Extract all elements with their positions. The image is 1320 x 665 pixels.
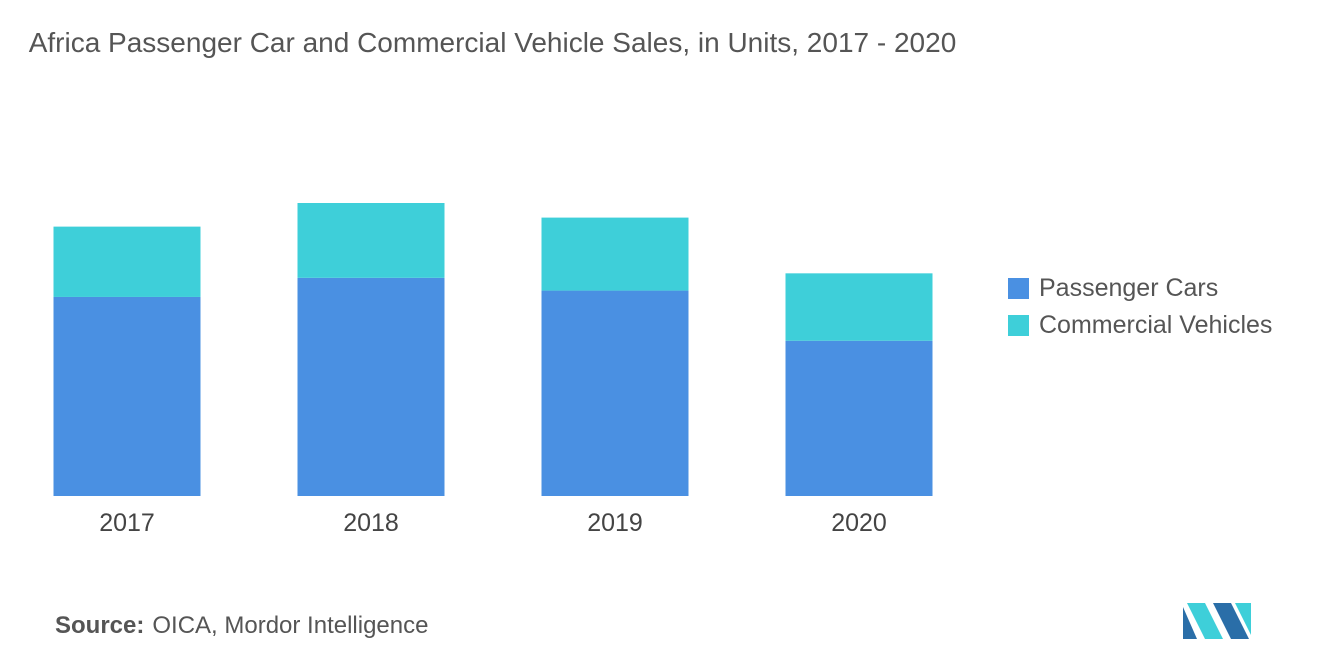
bar-2020-passenger-cars (785, 340, 933, 496)
x-tick-label-2020: 2020 (831, 509, 887, 537)
source-text: OICA, Mordor Intelligence (152, 612, 429, 639)
bar-2017-passenger-cars (53, 296, 201, 496)
legend: Passenger Cars Commercial Vehicles (1008, 270, 1272, 344)
bar-2019-passenger-cars (541, 290, 689, 496)
x-axis-ticks: 2017 2018 2019 2020 (99, 509, 887, 537)
mordor-intelligence-logo-icon (1183, 603, 1251, 639)
legend-swatch-commercial-vehicles (1008, 315, 1029, 336)
bar-2017-commercial-vehicles (53, 226, 201, 297)
x-tick-label-2019: 2019 (587, 509, 643, 537)
bar-2018-passenger-cars (297, 277, 445, 496)
bar-2019-commercial-vehicles (541, 217, 689, 291)
legend-item-passenger-cars: Passenger Cars (1008, 270, 1272, 307)
legend-label-commercial-vehicles: Commercial Vehicles (1039, 311, 1273, 339)
source-note: Source: OICA, Mordor Intelligence (55, 612, 428, 640)
legend-label-passenger-cars: Passenger Cars (1039, 274, 1219, 302)
legend-swatch-passenger-cars (1008, 278, 1029, 299)
source-label: Source: (55, 612, 145, 639)
bars-group (53, 203, 933, 496)
chart-title: Africa Passenger Car and Commercial Vehi… (28, 27, 957, 58)
legend-item-commercial-vehicles: Commercial Vehicles (1008, 307, 1272, 344)
x-tick-label-2017: 2017 (99, 509, 155, 537)
x-tick-label-2018: 2018 (343, 509, 399, 537)
bar-2020-commercial-vehicles (785, 273, 933, 341)
bar-2018-commercial-vehicles (297, 203, 445, 278)
